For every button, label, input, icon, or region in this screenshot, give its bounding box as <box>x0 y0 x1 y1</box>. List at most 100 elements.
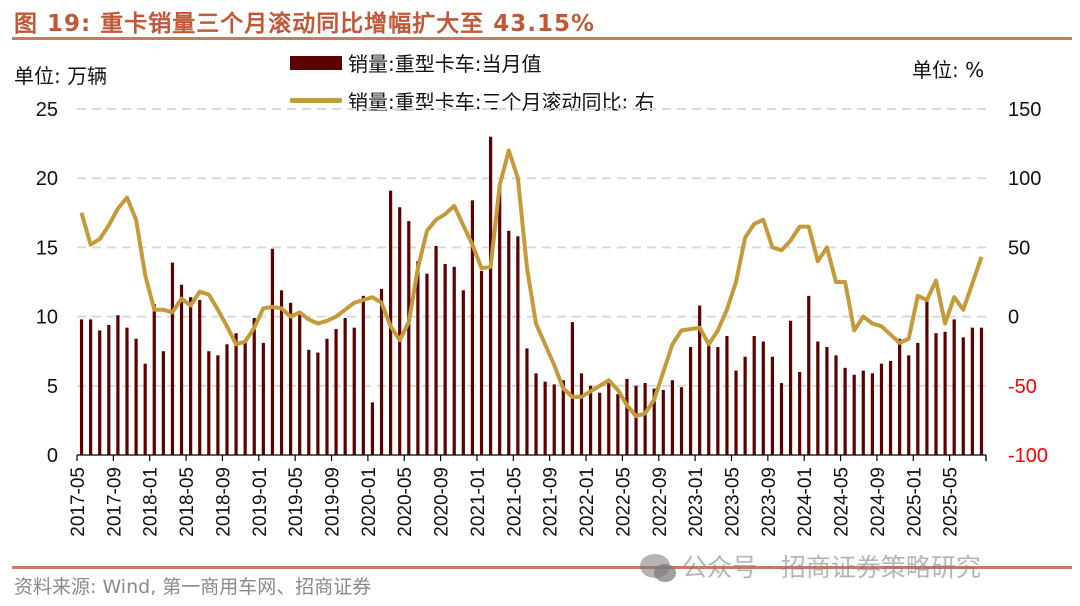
bar <box>570 322 575 455</box>
bar <box>861 370 865 455</box>
bar <box>870 373 874 455</box>
bar <box>898 338 902 455</box>
left-tick-label: 10 <box>36 307 58 329</box>
x-tick-label: 2018-01 <box>141 467 162 537</box>
bar <box>961 337 965 455</box>
bar <box>598 392 602 455</box>
bar <box>925 301 929 455</box>
x-tick-label: 2019-05 <box>286 467 307 537</box>
bar <box>452 266 456 455</box>
x-tick-label: 2019-01 <box>250 467 271 537</box>
bar-series <box>79 136 984 455</box>
bar <box>734 370 738 455</box>
bar <box>843 367 847 455</box>
bar <box>461 290 465 455</box>
right-tick-label: 100 <box>1008 168 1041 190</box>
title-divider <box>12 37 1072 40</box>
bar <box>343 317 347 455</box>
bar <box>779 383 784 455</box>
bar <box>979 327 984 455</box>
bar <box>743 356 747 455</box>
bar <box>943 331 947 455</box>
x-tick-label: 2020-09 <box>432 467 453 537</box>
x-axis-ticks: 2017-05 2017-09 2018-01 2018-05 2018-09 2019-… <box>68 455 987 537</box>
bar <box>207 351 211 455</box>
bar <box>525 348 529 455</box>
bar <box>243 341 247 455</box>
left-tick-label: 5 <box>47 376 58 398</box>
bar <box>416 261 420 455</box>
bar <box>625 378 629 455</box>
bar <box>307 349 311 455</box>
bar <box>488 136 493 455</box>
x-tick-label: 2024-05 <box>832 467 853 537</box>
x-tick-label: 2021-01 <box>468 467 489 537</box>
line-series <box>79 148 984 419</box>
bar <box>634 385 638 455</box>
bar <box>134 338 138 455</box>
bar <box>716 347 720 455</box>
bar <box>125 327 129 455</box>
left-axis-unit: 单位: 万辆 <box>14 64 108 88</box>
x-tick-label: 2023-05 <box>722 467 743 537</box>
bar <box>579 373 584 455</box>
left-tick-label: 25 <box>36 99 58 121</box>
bar <box>361 295 365 455</box>
bar <box>252 317 256 455</box>
x-tick-label: 2018-05 <box>177 467 198 537</box>
bar <box>561 380 565 455</box>
bar <box>516 236 520 455</box>
watermark-text: 公众号 · 招商证券策略研究 <box>682 553 981 582</box>
bar <box>670 380 674 455</box>
bar <box>761 341 765 455</box>
bar <box>770 356 774 455</box>
bar <box>143 363 147 455</box>
x-tick-label: 2022-09 <box>650 467 671 537</box>
bar <box>507 230 511 455</box>
x-tick-label: 2024-09 <box>868 467 889 537</box>
bar <box>934 333 938 455</box>
bar <box>788 320 793 455</box>
x-tick-label: 2020-05 <box>395 467 416 537</box>
wechat-icon <box>640 554 676 582</box>
legend-line-swatch <box>290 98 342 103</box>
bar <box>852 374 856 455</box>
bar <box>170 262 175 455</box>
bar <box>798 371 802 455</box>
legend-bar-swatch <box>290 55 342 70</box>
x-tick-label: 2021-09 <box>541 467 562 537</box>
x-tick-label: 2020-01 <box>359 467 380 537</box>
bar <box>107 324 111 455</box>
legend-bar-label: 销量:重型卡车:当月值 <box>348 52 542 76</box>
bar <box>198 299 202 455</box>
bar <box>688 347 693 455</box>
right-axis-unit: 单位: % <box>912 58 985 82</box>
bar <box>834 355 838 455</box>
x-tick-label: 2017-09 <box>104 467 125 537</box>
bar <box>643 383 647 455</box>
right-tick-label: 50 <box>1008 237 1030 259</box>
left-tick-label: 0 <box>47 445 58 467</box>
bar <box>270 248 275 455</box>
x-tick-label: 2024-01 <box>795 467 816 537</box>
x-tick-label: 2023-01 <box>686 467 707 537</box>
bar <box>725 335 729 455</box>
right-tick-label: -100 <box>1008 445 1048 467</box>
bar <box>534 373 538 455</box>
bar <box>825 347 829 455</box>
x-tick-label: 2017-05 <box>68 467 89 537</box>
right-tick-label: 150 <box>1008 99 1041 121</box>
bar <box>816 341 820 455</box>
bar <box>552 384 556 455</box>
bar <box>316 352 320 455</box>
bar <box>189 297 193 455</box>
bar <box>261 342 265 455</box>
bar <box>916 342 920 455</box>
x-tick-label: 2022-05 <box>613 467 634 537</box>
bar <box>970 327 974 455</box>
bar <box>907 355 911 455</box>
bar <box>888 360 893 455</box>
bar <box>298 311 302 455</box>
bar <box>279 290 284 455</box>
bar <box>352 327 356 455</box>
